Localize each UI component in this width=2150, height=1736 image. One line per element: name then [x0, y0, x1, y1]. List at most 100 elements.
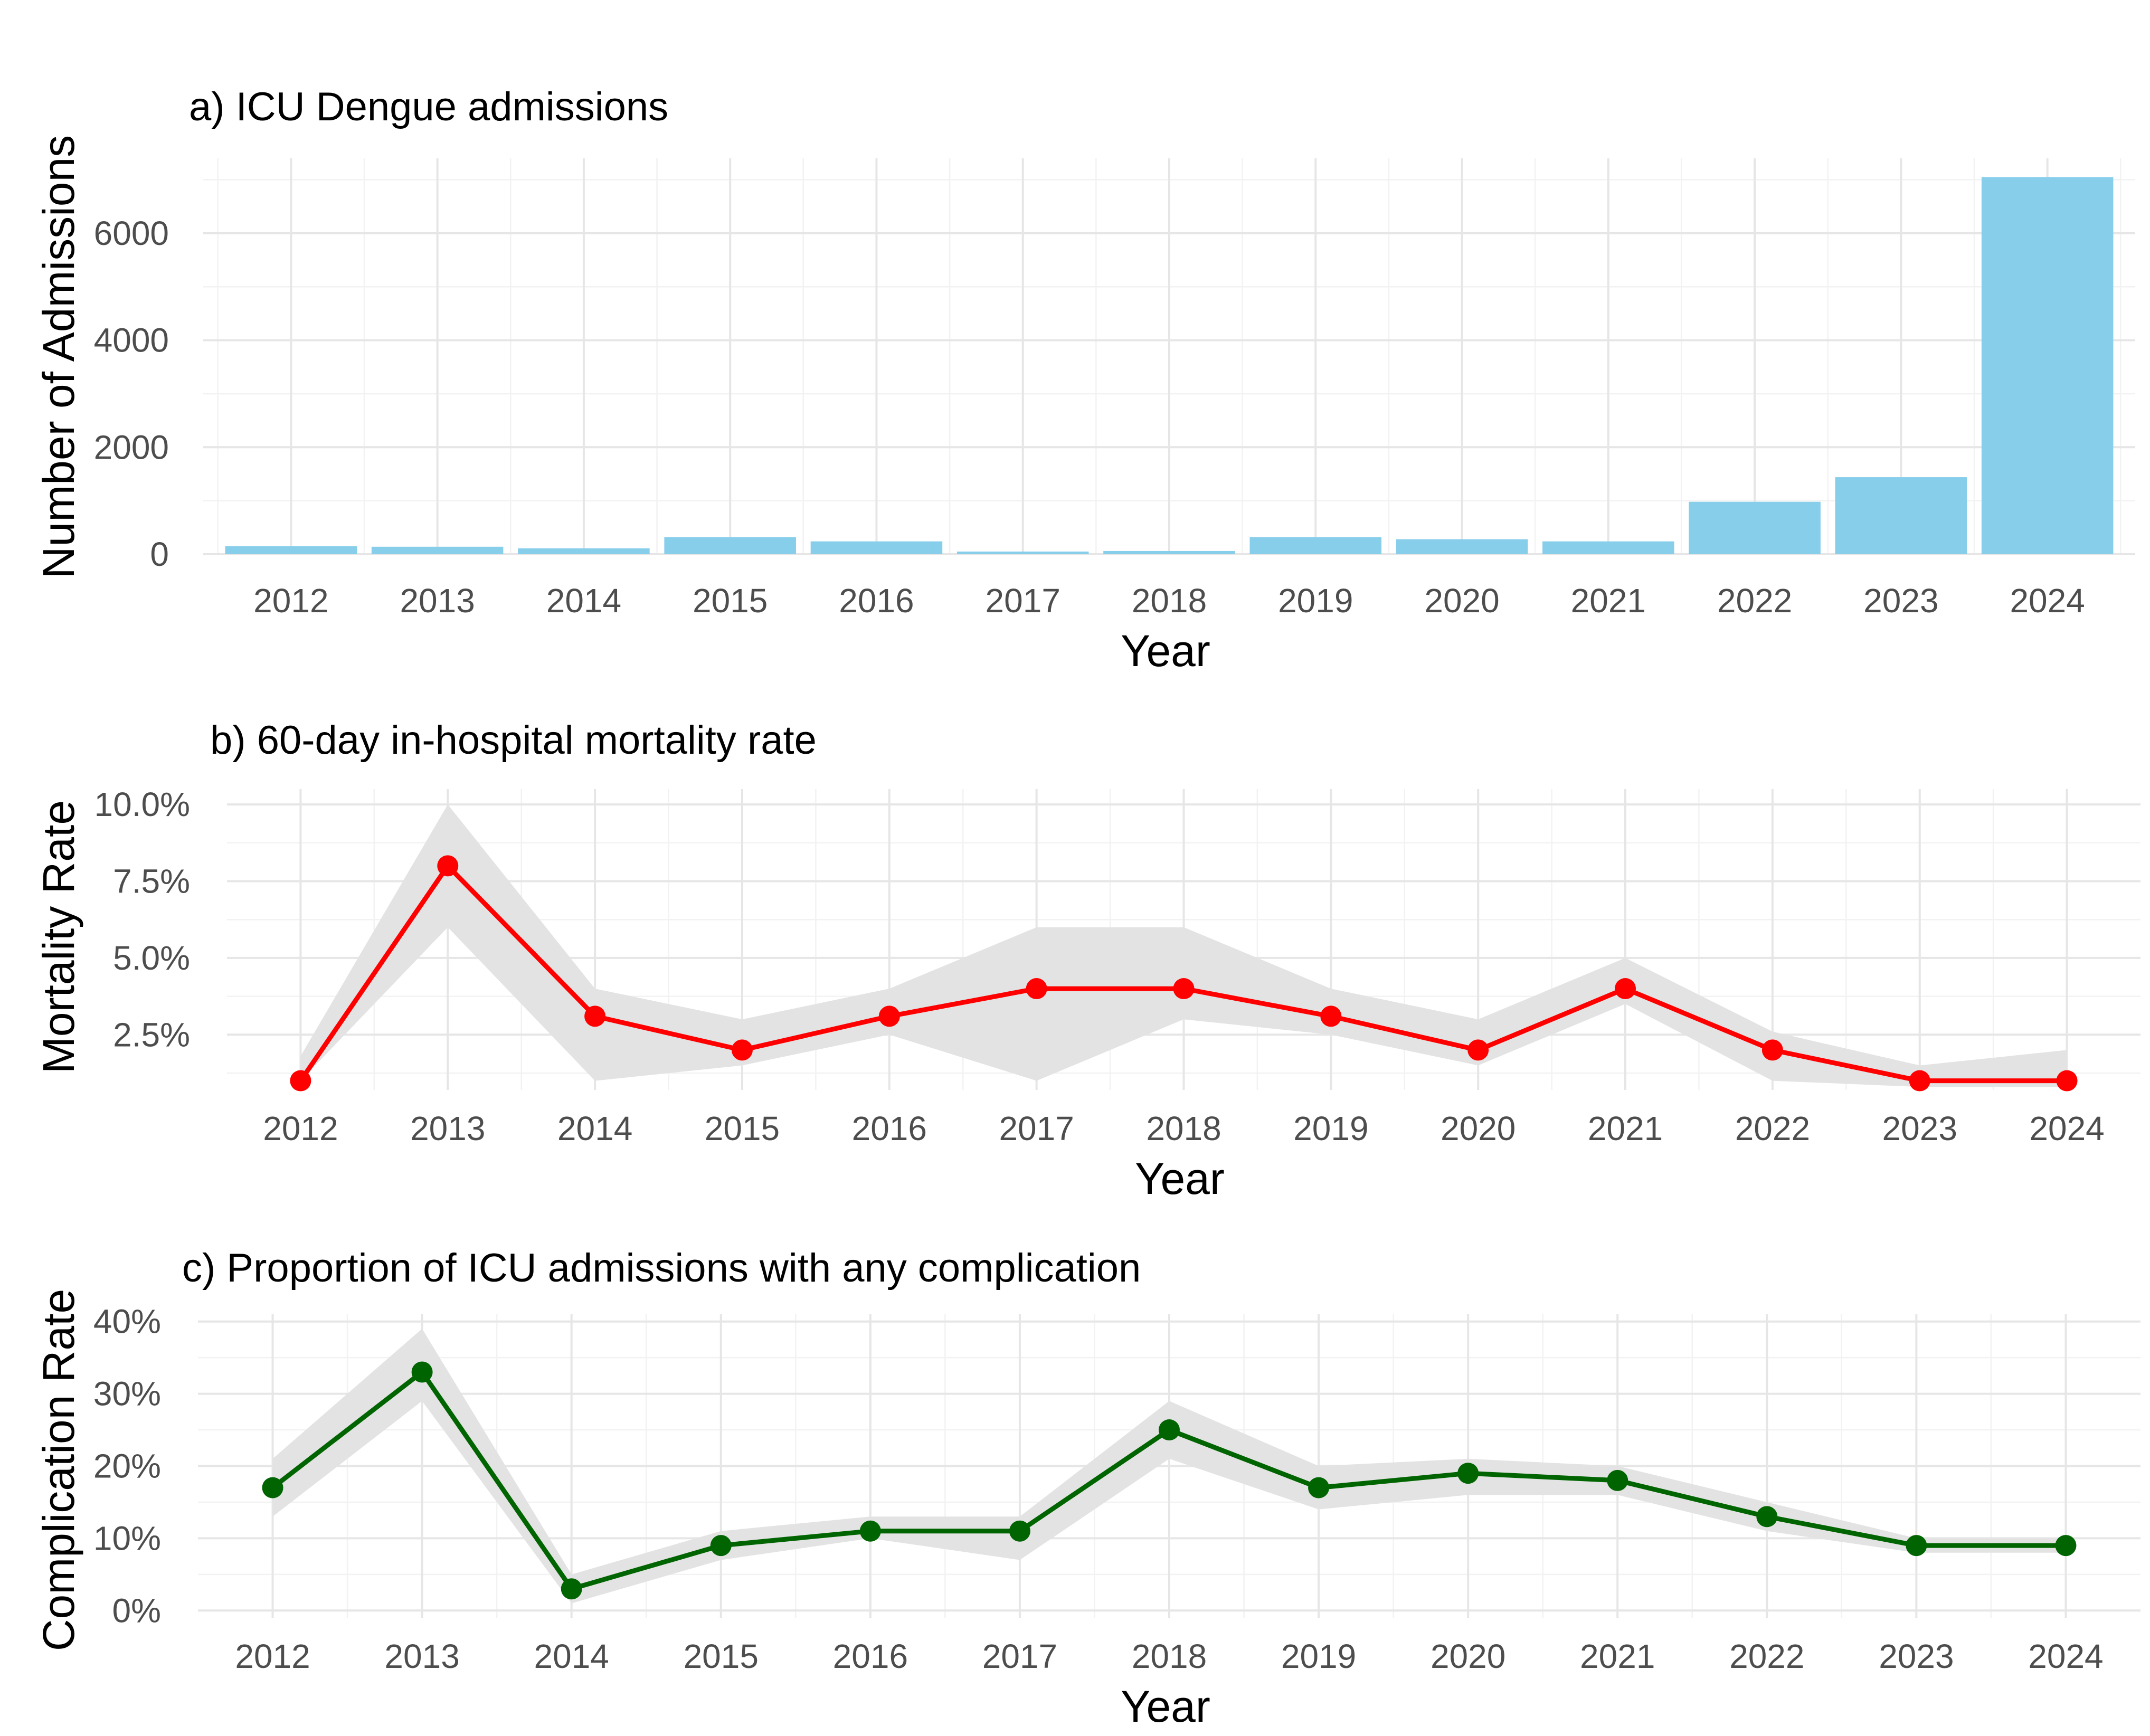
- mortality-data-point: [1026, 978, 1047, 1000]
- admissions-bar: [664, 537, 796, 554]
- mortality-y-axis-title: Mortality Rate: [34, 800, 83, 1074]
- admissions-y-ticks: 0 2000 4000 6000: [94, 214, 169, 573]
- mortality-x-ticks: 2012 2013 2014 2015 2016 2017 2018 2019 2020 2021…: [263, 1109, 2105, 1147]
- complication-data-point: [1607, 1469, 1628, 1491]
- admissions-bar: [371, 546, 504, 554]
- complication-x-tick-label: 2023: [1879, 1637, 1954, 1675]
- complication-data-point: [859, 1520, 881, 1542]
- mortality-y-tick-label: 10.0%: [94, 785, 190, 823]
- complication-x-axis-title: Year: [1121, 1682, 1210, 1731]
- mortality-ribbon-layer: [300, 804, 2067, 1087]
- admissions-bar: [1981, 177, 2114, 554]
- admissions-y-tick-label: 2000: [94, 428, 169, 466]
- admissions-bar: [518, 548, 650, 554]
- complication-y-axis-title: Complication Rate: [34, 1289, 83, 1651]
- admissions-bar: [1396, 539, 1528, 554]
- admissions-bar: [1542, 541, 1674, 554]
- admissions-x-ticks: 2012 2013 2014 2015 2016 2017 2018 2019 2020 2021…: [253, 582, 2085, 620]
- mortality-data-point: [1173, 978, 1195, 1000]
- complication-x-tick-label: 2024: [2028, 1637, 2103, 1675]
- admissions-bars: [225, 177, 2114, 554]
- admissions-x-tick-label: 2019: [1278, 582, 1353, 620]
- admissions-x-tick-label: 2021: [1571, 582, 1646, 620]
- complication-ribbon-layer: [272, 1329, 2066, 1604]
- admissions-chart-title: a) ICU Dengue admissions: [189, 84, 668, 129]
- complication-x-ticks: 2012 2013 2014 2015 2016 2017 2018 2019 2020 2021…: [235, 1637, 2103, 1675]
- admissions-x-tick-label: 2015: [693, 582, 768, 620]
- complication-data-point: [1009, 1520, 1030, 1542]
- mortality-y-tick-label: 2.5%: [113, 1016, 190, 1054]
- admissions-x-tick-label: 2023: [1863, 582, 1938, 620]
- complication-x-tick-label: 2012: [235, 1637, 310, 1675]
- mortality-x-axis-title: Year: [1135, 1154, 1225, 1203]
- complication-data-point: [1906, 1535, 1927, 1557]
- admissions-bar: [1689, 501, 1821, 554]
- admissions-y-tick-label: 4000: [94, 321, 169, 359]
- mortality-data-point: [290, 1070, 311, 1092]
- admissions-x-axis-title: Year: [1121, 626, 1210, 676]
- complication-x-tick-label: 2014: [534, 1637, 609, 1675]
- complication-x-tick-label: 2016: [833, 1637, 908, 1675]
- mortality-data-point: [584, 1005, 606, 1027]
- mortality-x-tick-label: 2020: [1441, 1109, 1516, 1147]
- admissions-y-axis-title: Number of Admissions: [34, 135, 83, 578]
- complication-data-point: [561, 1578, 582, 1600]
- complication-x-tick-label: 2019: [1281, 1637, 1356, 1675]
- admissions-y-tick-label: 6000: [94, 214, 169, 252]
- mortality-x-tick-label: 2012: [263, 1109, 338, 1147]
- mortality-data-point: [1909, 1070, 1930, 1092]
- mortality-x-tick-label: 2017: [999, 1109, 1074, 1147]
- complication-data-point: [1457, 1463, 1479, 1484]
- complication-series: [262, 1361, 2077, 1600]
- admissions-x-tick-label: 2013: [400, 582, 475, 620]
- admissions-x-tick-label: 2022: [1717, 582, 1792, 620]
- admissions-y-tick-label: 0: [150, 535, 169, 573]
- mortality-x-tick-label: 2023: [1882, 1109, 1957, 1147]
- mortality-data-point: [1320, 1005, 1342, 1027]
- admissions-x-tick-label: 2016: [839, 582, 914, 620]
- complication-data-point: [262, 1477, 283, 1498]
- mortality-data-point: [1467, 1039, 1489, 1061]
- mortality-data-point: [878, 1005, 900, 1027]
- mortality-x-tick-label: 2013: [410, 1109, 485, 1147]
- admissions-x-tick-label: 2012: [253, 582, 328, 620]
- admissions-x-tick-label: 2018: [1132, 582, 1207, 620]
- admissions-bar: [1249, 537, 1382, 554]
- complication-chart-title: c) Proportion of ICU admissions with any…: [182, 1246, 1141, 1291]
- complication-y-tick-label: 10%: [93, 1519, 161, 1557]
- mortality-x-tick-label: 2014: [557, 1109, 632, 1147]
- mortality-x-tick-label: 2015: [705, 1109, 780, 1147]
- mortality-line-chart: 2.5%5.0%7.5%10.0% 2012 2013 2014 2015 2016 20…: [34, 718, 2140, 1203]
- complication-x-tick-label: 2021: [1580, 1637, 1655, 1675]
- complication-x-tick-label: 2017: [982, 1637, 1057, 1675]
- complication-data-point: [411, 1361, 433, 1383]
- admissions-bar: [225, 546, 357, 554]
- complication-data-point: [2055, 1535, 2077, 1557]
- mortality-chart-title: b) 60-day in-hospital mortality rate: [210, 718, 817, 763]
- complication-x-tick-label: 2022: [1729, 1637, 1804, 1675]
- mortality-confidence-ribbon: [300, 804, 2067, 1087]
- mortality-x-tick-label: 2018: [1146, 1109, 1221, 1147]
- complication-x-tick-label: 2013: [384, 1637, 459, 1675]
- complication-data-point: [1308, 1477, 1330, 1498]
- complication-y-tick-label: 0%: [112, 1591, 162, 1629]
- complication-x-tick-label: 2015: [684, 1637, 759, 1675]
- complication-confidence-ribbon: [272, 1329, 2066, 1604]
- mortality-x-tick-label: 2024: [2029, 1109, 2104, 1147]
- mortality-x-tick-label: 2021: [1588, 1109, 1663, 1147]
- complication-data-point: [1756, 1506, 1778, 1528]
- mortality-data-point: [1615, 978, 1636, 1000]
- mortality-series: [290, 855, 2078, 1092]
- admissions-bar: [956, 551, 1089, 554]
- complication-x-tick-label: 2020: [1431, 1637, 1505, 1675]
- mortality-data-point: [1761, 1039, 1783, 1061]
- complication-y-tick-label: 20%: [93, 1447, 161, 1485]
- complication-y-tick-label: 40%: [93, 1303, 161, 1341]
- admissions-bar: [810, 541, 943, 554]
- complication-y-ticks: 0% 10% 20% 30% 40%: [93, 1303, 161, 1630]
- complication-line-chart: 0%10%20%30%40% 2012 2013 2014 2015 2016 2017 2…: [34, 1246, 2140, 1731]
- admissions-bar: [1835, 477, 1967, 554]
- mortality-data-point: [2056, 1070, 2078, 1092]
